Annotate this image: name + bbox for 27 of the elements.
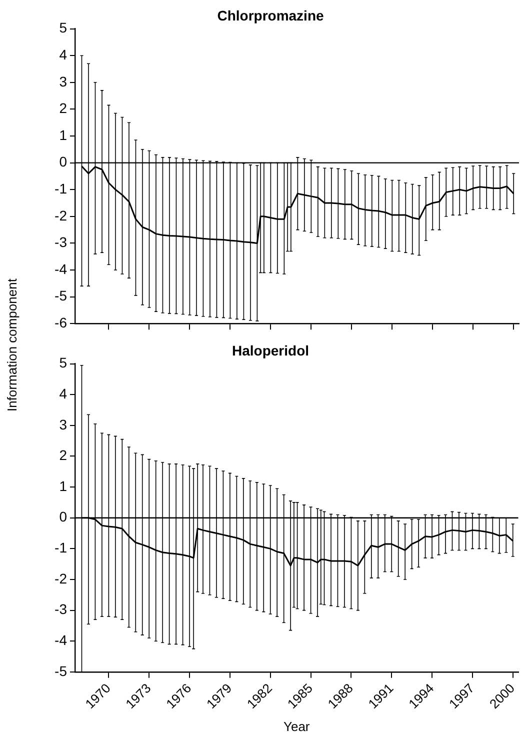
y-tick-label: -2: [54, 207, 68, 224]
y-tick-label: 5: [59, 354, 68, 371]
y-tick-label: 3: [59, 416, 68, 432]
y-tick-label: 2: [59, 447, 68, 464]
y-tick-label: -3: [54, 234, 68, 250]
y-tick-label: -3: [54, 601, 68, 618]
y-tick-label: 3: [59, 73, 68, 90]
y-tick-label: -5: [54, 288, 68, 304]
chart-title: Haloperidol: [232, 342, 310, 358]
y-tick-label: 1: [59, 478, 68, 494]
y-tick-label: -4: [54, 632, 68, 648]
y-tick-label: 4: [59, 385, 68, 402]
y-tick-label: 0: [59, 154, 68, 170]
y-tick-label: -4: [54, 260, 68, 277]
y-tick-label: -1: [54, 180, 68, 196]
chart-title: Chlorpromazine: [217, 7, 324, 24]
y-tick-label: 4: [59, 46, 68, 62]
y-axis-title: Information component: [4, 278, 20, 412]
y-tick-label: -1: [54, 540, 68, 556]
y-tick-label: 5: [59, 20, 68, 36]
y-tick-label: -6: [54, 314, 68, 330]
x-axis-title: Year: [283, 718, 310, 734]
y-tick-label: 0: [59, 508, 68, 525]
y-tick-label: 1: [59, 126, 68, 143]
y-tick-label: -2: [54, 570, 68, 586]
y-tick-label: 2: [59, 100, 68, 116]
y-tick-label: -5: [54, 662, 68, 679]
